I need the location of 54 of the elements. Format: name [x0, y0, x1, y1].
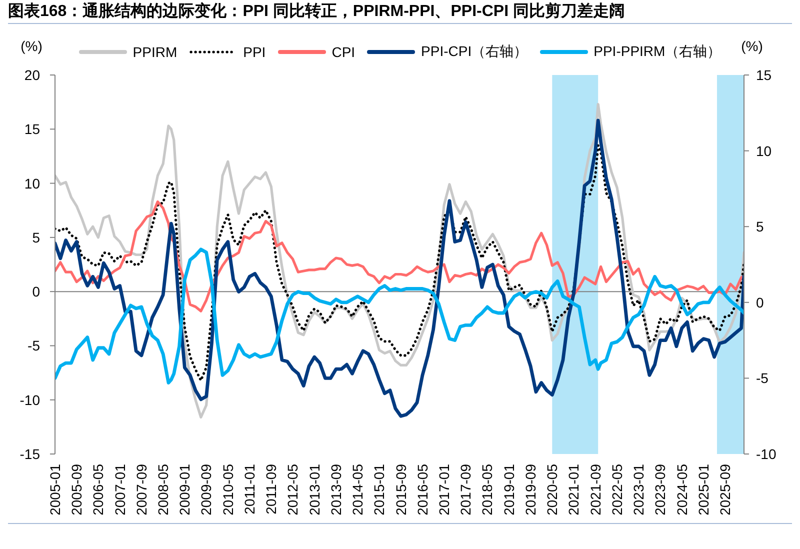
x-tick-label: 2017-09 — [458, 464, 474, 516]
x-tick-label: 2009-09 — [198, 464, 214, 516]
x-tick-label: 2014-05 — [350, 464, 366, 516]
x-tick-label: 2013-01 — [306, 464, 322, 516]
y-tick-label: 5 — [32, 229, 40, 246]
y-tick-label: -10 — [20, 392, 40, 408]
chart-title: 图表168：通胀结构的边际变化：PPI 同比转正，PPIRM-PPI、PPI-CPI 同比剪刀差走阔 — [8, 3, 625, 21]
y2-tick-label: -10 — [756, 446, 776, 462]
x-tick-label: 2020-05 — [544, 464, 560, 516]
x-tick-label: 2005-01 — [46, 464, 63, 516]
x-tick-label: 2019-01 — [500, 464, 517, 516]
x-tick-label: 2024-05 — [674, 464, 690, 516]
x-tick-label: 2011-09 — [263, 464, 280, 514]
x-tick-label: 2023-09 — [652, 464, 668, 516]
legend-label: PPIRM — [132, 44, 178, 60]
x-tick-label: 2012-05 — [284, 464, 301, 516]
x-tick-label: 2025-01 — [695, 464, 712, 516]
x-tick-label: 2007-01 — [112, 464, 128, 516]
y-tick-label: 15 — [24, 121, 40, 138]
x-tick-label: 2021-01 — [566, 464, 582, 516]
x-tick-label: 2008-05 — [154, 464, 171, 516]
x-tick-label: 2017-01 — [436, 464, 452, 516]
y2-tick-label: 15 — [756, 66, 772, 83]
legend-label: PPI-PPIRM（右轴） — [594, 43, 722, 61]
y-axis-title: (%) — [20, 38, 42, 54]
y2-tick-label: -5 — [756, 370, 769, 386]
legend-label: CPI — [332, 44, 356, 60]
y2-tick-label: 0 — [756, 294, 764, 310]
y2-tick-label: 10 — [756, 142, 772, 159]
x-tick-label: 2009-01 — [176, 464, 193, 516]
x-tick-label: 2016-05 — [414, 464, 430, 516]
x-tick-label: 2015-01 — [371, 464, 388, 516]
x-tick-label: 2019-09 — [522, 464, 538, 516]
x-tick-label: 2018-05 — [479, 464, 496, 516]
y-tick-label: 10 — [24, 175, 40, 192]
x-tick-label: 2021-09 — [587, 464, 604, 516]
legend-label: PPI-CPI（右轴） — [421, 43, 528, 61]
y-tick-label: 20 — [24, 66, 40, 83]
x-tick-label: 2013-09 — [328, 464, 344, 516]
x-tick-label: 2006-05 — [90, 464, 106, 516]
x-tick-label: 2011-01 — [241, 464, 258, 514]
x-tick-label: 2025-09 — [716, 464, 733, 516]
y-tick-label: -5 — [28, 338, 40, 354]
y2-axis-title: (%) — [741, 38, 763, 54]
y2-tick-label: 5 — [756, 218, 764, 235]
x-tick-label: 2015-09 — [392, 464, 409, 516]
y-tick-label: 0 — [32, 284, 40, 300]
x-tick-label: 2005-09 — [68, 464, 85, 516]
x-tick-label: 2010-05 — [220, 464, 236, 516]
x-tick-label: 2022-05 — [608, 464, 625, 516]
legend-label: PPI — [243, 44, 266, 60]
x-tick-label: 2023-01 — [630, 464, 647, 516]
y-tick-label: -15 — [20, 446, 40, 462]
x-tick-label: 2007-09 — [133, 464, 150, 516]
